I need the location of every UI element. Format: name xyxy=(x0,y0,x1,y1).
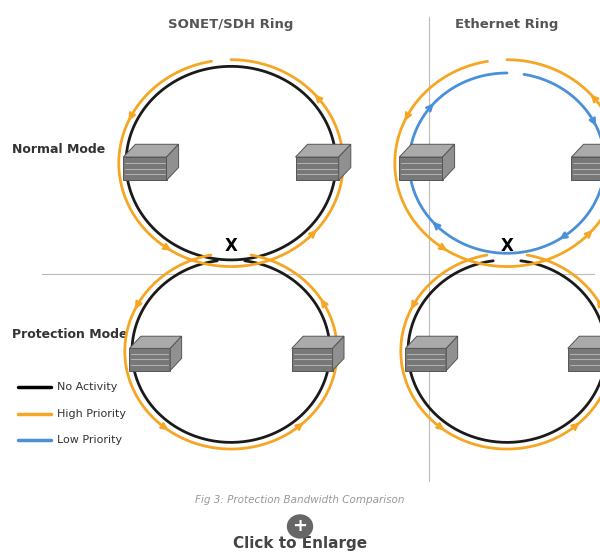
Polygon shape xyxy=(406,348,446,371)
Text: X: X xyxy=(500,237,514,255)
Polygon shape xyxy=(292,336,344,348)
Polygon shape xyxy=(124,144,179,157)
Polygon shape xyxy=(406,336,458,348)
Polygon shape xyxy=(338,144,351,180)
Text: Low Priority: Low Priority xyxy=(57,435,122,445)
Text: High Priority: High Priority xyxy=(57,409,126,419)
Polygon shape xyxy=(568,348,600,371)
Text: No Activity: No Activity xyxy=(57,382,118,392)
Polygon shape xyxy=(124,157,167,180)
Text: Normal Mode: Normal Mode xyxy=(12,143,105,156)
Polygon shape xyxy=(571,157,600,180)
Text: Protection Mode: Protection Mode xyxy=(12,328,128,341)
Polygon shape xyxy=(296,144,351,157)
Polygon shape xyxy=(568,336,600,348)
Circle shape xyxy=(287,514,313,539)
Text: Fig 3: Protection Bandwidth Comparison: Fig 3: Protection Bandwidth Comparison xyxy=(195,495,405,505)
Polygon shape xyxy=(400,157,443,180)
Text: +: + xyxy=(293,518,308,535)
Polygon shape xyxy=(167,144,179,180)
Polygon shape xyxy=(571,144,600,157)
Text: Ethernet Ring: Ethernet Ring xyxy=(455,18,559,32)
Polygon shape xyxy=(130,348,170,371)
Polygon shape xyxy=(296,157,338,180)
Text: SONET/SDH Ring: SONET/SDH Ring xyxy=(169,18,293,32)
Polygon shape xyxy=(446,336,458,371)
Text: X: X xyxy=(224,237,238,255)
Text: Click to Enlarge: Click to Enlarge xyxy=(233,535,367,551)
Polygon shape xyxy=(170,336,182,371)
Polygon shape xyxy=(292,348,332,371)
Polygon shape xyxy=(130,336,182,348)
Polygon shape xyxy=(400,144,455,157)
Polygon shape xyxy=(443,144,455,180)
Polygon shape xyxy=(332,336,344,371)
